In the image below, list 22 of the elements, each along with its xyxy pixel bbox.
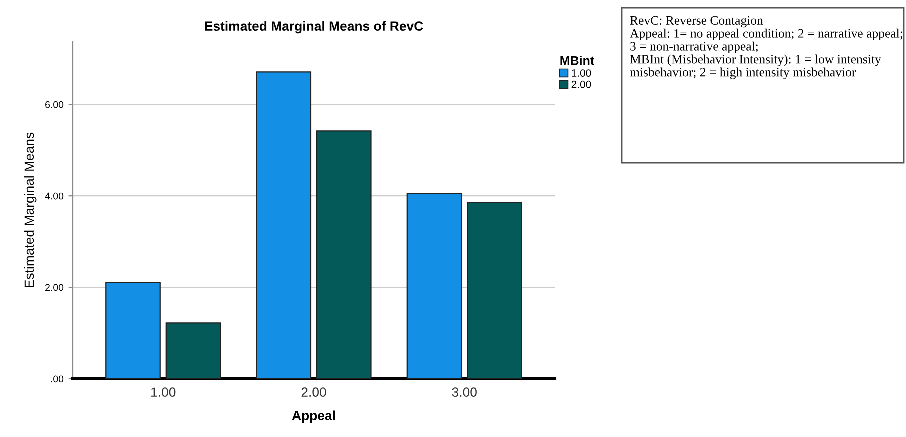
legend-title: MBint <box>560 56 594 66</box>
text: RevC: Reverse Contagion <box>630 16 764 28</box>
y-tick-label: 2.00 <box>46 284 64 292</box>
bar <box>166 322 222 379</box>
text: MBInt (Misbehavior Intensity): 1 = low intensity misbehavior; 2 = high intensity misbehavior <box>630 54 882 80</box>
bar <box>106 282 161 379</box>
legend-label: 1.00 <box>572 70 592 77</box>
chart-title: Estimated Marginal Means of RevC <box>205 21 424 34</box>
x-axis-title: Appeal <box>292 410 336 424</box>
legend-label: 2.00 <box>572 80 592 88</box>
y-axis-title: Estimated Marginal Means <box>24 132 37 288</box>
bar <box>256 72 312 379</box>
bar <box>406 193 462 379</box>
text: Appeal: 1= no appeal condition; 2 = narrative appeal; 3 = non-narrative appeal; <box>630 28 902 54</box>
x-tick-label: 3.00 <box>452 388 477 398</box>
bar <box>316 130 372 379</box>
x-tick-label: 2.00 <box>302 388 326 398</box>
x-tick-label: 1.00 <box>152 388 176 398</box>
y-tick-label: .00 <box>51 376 64 383</box>
y-tick-label: 6.00 <box>46 101 64 108</box>
y-tick-label: 4.00 <box>45 192 64 200</box>
bar <box>467 202 522 379</box>
